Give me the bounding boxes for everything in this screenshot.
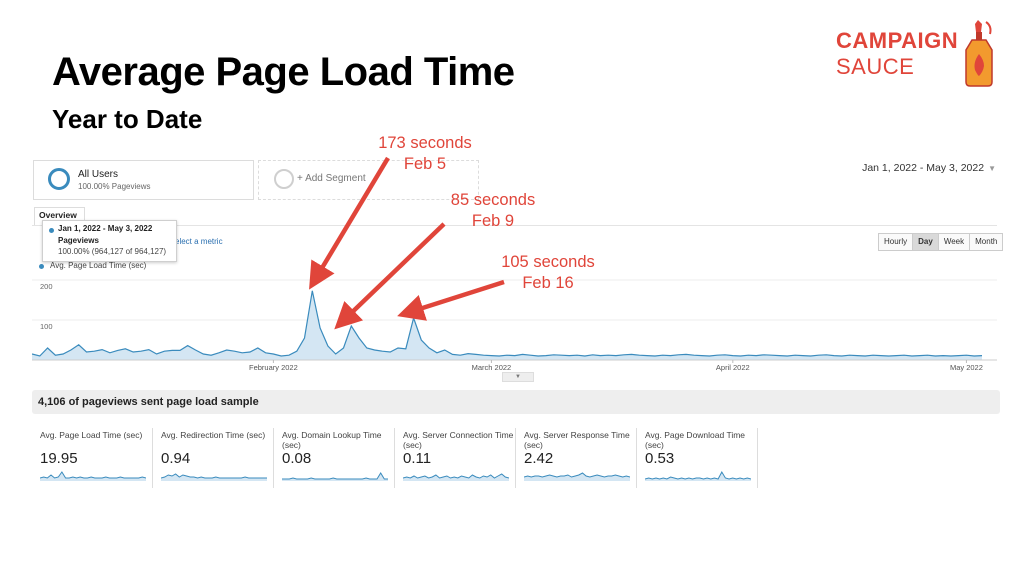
metric-card-value: 0.11 (403, 450, 432, 467)
metric-card-label: Avg. Page Load Time (sec) (40, 430, 143, 440)
segment-all-users[interactable]: All Users 100.00% Pageviews (33, 160, 254, 200)
segment-subtitle: 100.00% Pageviews (78, 182, 151, 191)
segment-circle-icon (48, 168, 70, 190)
caret-down-icon: ▼ (988, 164, 996, 173)
annotation-peak-1-date: Feb 5 (403, 155, 447, 173)
y-tick-label: 100 (40, 322, 53, 331)
tab-divider (32, 225, 997, 226)
x-tick-label: March 2022 (472, 363, 512, 372)
metric-card-value: 0.08 (282, 450, 312, 467)
analytics-screenshot: All Users 100.00% Pageviews + Add Segmen… (32, 150, 1012, 495)
metric-card-value: 2.42 (524, 450, 554, 467)
slide-subtitle: Year to Date (52, 104, 203, 134)
annotation-peak-3-date: Feb 16 (522, 274, 574, 292)
sparkline-icon (282, 472, 388, 481)
metric-card[interactable]: Avg. Domain Lookup Time (sec) 0.08 (274, 428, 395, 488)
slide-title: Average Page Load Time (52, 50, 515, 94)
legend-dot-icon (39, 264, 44, 269)
page-load-time-chart: 200 100 February 2022 March 2022 April 2022 M… (32, 279, 997, 372)
annotation-peak-1-value: 173 seconds (378, 134, 472, 152)
granularity-day[interactable]: Day (913, 234, 939, 250)
sparkline-icon (403, 473, 509, 481)
tooltip-date: Jan 1, 2022 - May 3, 2022 (58, 224, 153, 233)
granularity-week[interactable]: Week (938, 234, 971, 250)
hot-sauce-bottle-icon (965, 20, 993, 87)
granularity-toggle: Hourly Day Week Month (878, 233, 1004, 251)
metric-card-label: Avg. Server Response Time (sec) (524, 430, 630, 450)
tooltip-metric: Pageviews (58, 236, 99, 245)
sparkline-icon (524, 472, 630, 481)
add-segment-label: + Add Segment (297, 173, 366, 184)
annotation-peak-2-value: 85 seconds (450, 191, 536, 209)
date-range-picker[interactable]: Jan 1, 2022 - May 3, 2022 ▼ (862, 162, 996, 174)
x-tick-label: February 2022 (249, 363, 298, 372)
metric-card[interactable]: Avg. Server Connection Time (sec) 0.11 (395, 428, 516, 488)
collapse-handle-icon[interactable]: ▼ (502, 372, 534, 382)
metric-card-value: 0.53 (645, 450, 675, 467)
annotation-peak-3-value: 105 seconds (501, 253, 595, 271)
metric-card-label: Avg. Server Connection Time (sec) (403, 430, 514, 450)
metric-legend: Avg. Page Load Time (sec) (50, 261, 147, 270)
series-area (32, 290, 982, 360)
annotation-peak-1: 173 seconds Feb 5 (370, 133, 480, 175)
sparkline-icon (645, 470, 751, 481)
date-range-label: Jan 1, 2022 - May 3, 2022 (862, 162, 985, 174)
metric-card[interactable]: Avg. Redirection Time (sec) 0.94 (153, 428, 274, 488)
tooltip-dot-icon (49, 228, 54, 233)
metric-card-value: 19.95 (40, 450, 78, 467)
x-tick-label: May 2022 (950, 363, 983, 372)
y-tick-label: 200 (40, 282, 53, 291)
metric-card[interactable]: Avg. Page Download Time (sec) 0.53 (637, 428, 758, 488)
empty-circle-icon (274, 169, 294, 189)
summary-text: 4,106 of pageviews sent page load sample (38, 396, 259, 408)
summary-bar: 4,106 of pageviews sent page load sample (32, 390, 1000, 414)
campaign-sauce-logo: CAMPAIGN SAUCE (836, 18, 1006, 88)
metric-card[interactable]: Avg. Page Load Time (sec) 19.95 (32, 428, 153, 488)
metric-card-label: Avg. Page Download Time (sec) (645, 430, 746, 450)
annotation-peak-2: 85 seconds Feb 9 (440, 190, 546, 232)
logo-line1: CAMPAIGN (836, 28, 959, 53)
tooltip-value: 100.00% (964,127 of 964,127) (58, 247, 167, 256)
metric-card-label: Avg. Redirection Time (sec) (161, 430, 266, 440)
x-tick-label: April 2022 (716, 363, 750, 372)
metric-card-label: Avg. Domain Lookup Time (sec) (282, 430, 382, 450)
sparkline-icon (161, 473, 267, 481)
segment-name: All Users (78, 169, 119, 180)
metric-card-value: 0.94 (161, 450, 191, 467)
chart-tooltip: Jan 1, 2022 - May 3, 2022 Pageviews 100.… (42, 220, 177, 262)
annotation-peak-3: 105 seconds Feb 16 (490, 252, 606, 294)
annotation-peak-2-date: Feb 9 (471, 212, 515, 230)
series-line (32, 290, 983, 357)
granularity-month[interactable]: Month (970, 234, 1003, 250)
sparkline-icon (40, 471, 146, 481)
metric-card[interactable]: Avg. Server Response Time (sec) 2.42 (516, 428, 637, 488)
select-metric-link[interactable]: elect a metric (175, 237, 223, 246)
granularity-hourly[interactable]: Hourly (879, 234, 914, 250)
logo-line2: SAUCE (836, 54, 915, 79)
